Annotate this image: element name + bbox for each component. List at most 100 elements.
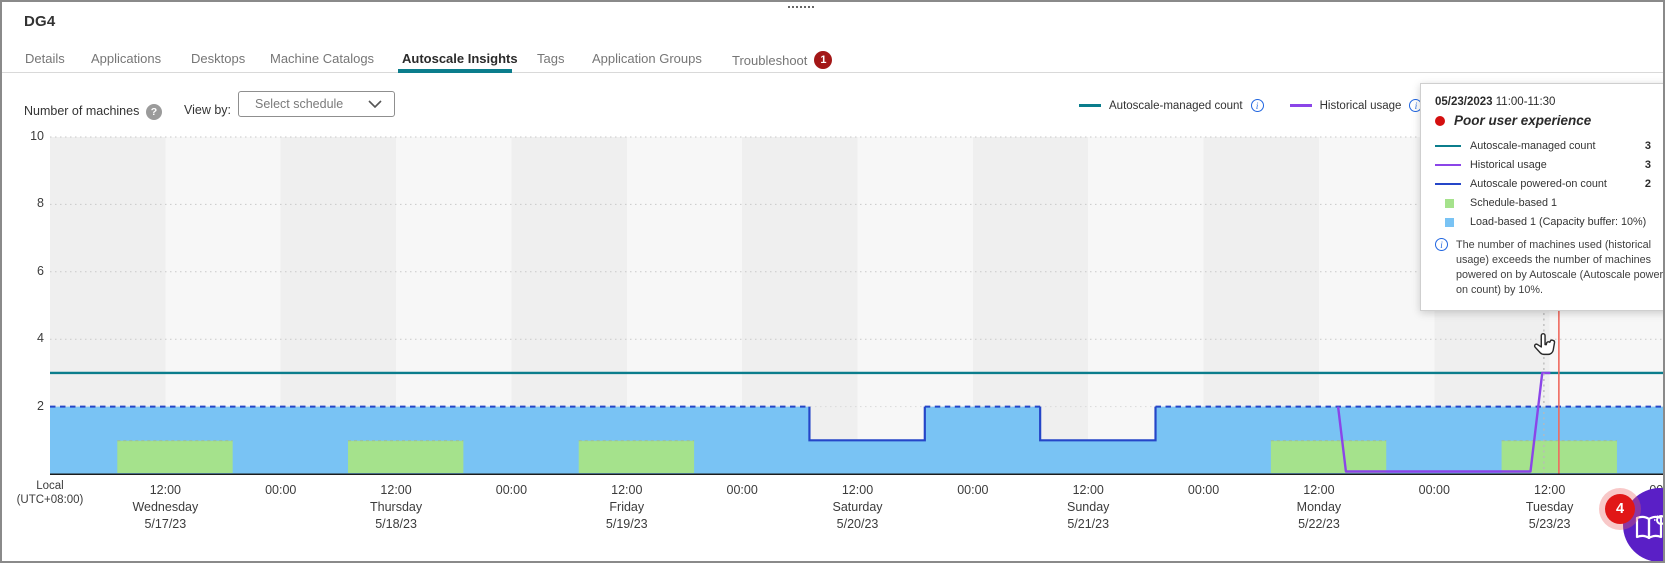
y-tick-label: 4: [37, 331, 44, 346]
x-tick-time: 12:00: [1072, 483, 1104, 497]
tab-applications[interactable]: Applications: [91, 51, 161, 66]
y-tick-label: 6: [37, 263, 44, 278]
tab-label: Tags: [537, 51, 565, 66]
powered-on-dip: [808, 406, 926, 442]
x-tick-time: 12:00: [149, 483, 181, 497]
tab-desktops[interactable]: Desktops: [191, 51, 245, 66]
line-swatch: [1435, 182, 1461, 186]
metric-label: Historical usage: [1470, 159, 1547, 171]
x-tick-time: 00:00: [1418, 483, 1450, 497]
chart-legend: Autoscale-managed count i Historical usage…: [1079, 99, 1423, 112]
x-tick-time: 00:00: [726, 483, 758, 497]
tab-autoscale-insights[interactable]: Autoscale Insights: [402, 51, 518, 66]
x-tick-time: 12:00: [1303, 483, 1335, 497]
tab-application-groups[interactable]: Application Groups: [592, 51, 702, 66]
hand-cursor-icon: [1533, 333, 1556, 356]
open-book-bulb-icon: [1635, 515, 1663, 540]
legend-label: Historical usage: [1319, 99, 1402, 112]
tabbar-divider: [2, 72, 1663, 73]
drag-handle-dots: [788, 3, 814, 8]
tab-troubleshoot[interactable]: Troubleshoot 1: [732, 51, 833, 69]
line-swatch: [1435, 144, 1461, 148]
tooltip-row-historical-usage: Historical usage 3: [1435, 159, 1651, 171]
x-day-name: Thursday: [370, 500, 423, 514]
legend-item-autoscale-managed-count[interactable]: Autoscale-managed count i: [1079, 99, 1264, 112]
metric-value: 3: [1644, 159, 1651, 171]
x-tick-time: 00:00: [1187, 483, 1220, 497]
square-swatch: [1445, 217, 1454, 227]
metric-label: Autoscale powered-on count: [1470, 178, 1607, 190]
x-tick-time: 12:00: [611, 483, 643, 497]
tooltip-row-load-based-1-capacity-buffer-10-: Load-based 1 (Capacity buffer: 10%): [1435, 216, 1651, 228]
x-tick-time: 00:00: [495, 483, 528, 497]
timezone-label: Local (UTC+08:00): [16, 480, 84, 506]
metric-label: Load-based 1 (Capacity buffer: 10%): [1470, 216, 1647, 228]
x-day-name: Tuesday: [1525, 500, 1574, 514]
x-day-name: Monday: [1296, 500, 1342, 514]
x-day-name: Wednesday: [132, 500, 199, 514]
tab-details[interactable]: Details: [25, 51, 65, 66]
y-tick-label: 2: [37, 398, 44, 413]
tab-label: Machine Catalogs: [270, 51, 375, 66]
x-day-name: Saturday: [832, 500, 883, 514]
metric-value: 3: [1644, 140, 1651, 152]
x-day-date: 5/22/23: [1298, 517, 1340, 531]
x-day-date: 5/17/23: [144, 517, 187, 531]
x-day-date: 5/19/23: [605, 517, 648, 531]
status-dot: [1435, 115, 1445, 126]
active-tab-underline: [398, 69, 512, 73]
x-tick-time: 00:00: [957, 483, 989, 497]
legend-line-swatch: [1079, 104, 1101, 107]
x-day-name: Friday: [609, 500, 645, 514]
schedule-select-value: Select schedule: [255, 97, 344, 111]
schedule-based-block: [578, 440, 695, 473]
chart-tooltip: 05/23/2023 11:00-11:30 Poor user experie…: [1420, 83, 1665, 311]
x-tick-time: 12:00: [1534, 483, 1566, 497]
x-day-date: 5/18/23: [375, 517, 417, 531]
tab-label: Applications: [91, 51, 162, 66]
x-tick-time: 12:00: [841, 483, 874, 497]
tab-machine-catalogs[interactable]: Machine Catalogs: [270, 51, 374, 66]
help-icon[interactable]: ?: [146, 104, 162, 120]
x-day-date: 5/20/23: [836, 517, 879, 531]
historical-usage-line: [1336, 371, 1551, 473]
x-day-date: 5/21/23: [1067, 517, 1110, 531]
square-swatch: [1445, 198, 1454, 208]
tab-label: Desktops: [191, 51, 246, 66]
info-icon: i: [1435, 238, 1448, 251]
schedule-based-block: [1270, 440, 1387, 473]
tooltip-info-text: The number of machines used (historical u…: [1456, 239, 1665, 296]
chevron-down-icon: [368, 100, 382, 108]
troubleshoot-count-badge: 1: [814, 51, 833, 69]
notification-badge[interactable]: 4: [1605, 494, 1635, 524]
schedule-select[interactable]: Select schedule: [238, 91, 395, 117]
metric-label: Schedule-based 1: [1470, 197, 1558, 209]
tooltip-status: Poor user experience: [1435, 113, 1663, 128]
chart-axis-title: Number of machines: [24, 104, 140, 118]
status-label: Poor user experience: [1454, 113, 1592, 128]
tooltip-row-schedule-based-1: Schedule-based 1: [1435, 197, 1651, 209]
y-tick-label: 8: [37, 196, 44, 211]
tooltip-info: i The number of machines used (historica…: [1435, 238, 1665, 298]
page-title: DG4: [24, 13, 56, 30]
x-tick-time: 00:00: [265, 483, 297, 497]
tab-label: Details: [25, 51, 65, 66]
legend-label: Autoscale-managed count: [1109, 99, 1243, 112]
tooltip-datetime: 05/23/2023 11:00-11:30: [1435, 96, 1556, 108]
tab-tags[interactable]: Tags: [537, 51, 564, 66]
schedule-based-block: [348, 440, 464, 473]
schedule-based-block: [117, 440, 233, 473]
metric-label: Autoscale-managed count: [1470, 140, 1596, 152]
x-day-name: Sunday: [1067, 500, 1110, 514]
x-day-date: 5/23/23: [1528, 517, 1571, 531]
tooltip-row-autoscale-powered-on-count: Autoscale powered-on count 2: [1435, 178, 1651, 190]
info-icon[interactable]: i: [1250, 99, 1264, 112]
legend-item-historical-usage[interactable]: Historical usage i: [1289, 99, 1423, 112]
tab-label: Application Groups: [592, 51, 702, 66]
y-tick-label: 10: [30, 129, 44, 143]
x-tick-time: 12:00: [380, 483, 412, 497]
tab-label: Autoscale Insights: [402, 51, 518, 66]
metric-value: 2: [1644, 178, 1651, 190]
